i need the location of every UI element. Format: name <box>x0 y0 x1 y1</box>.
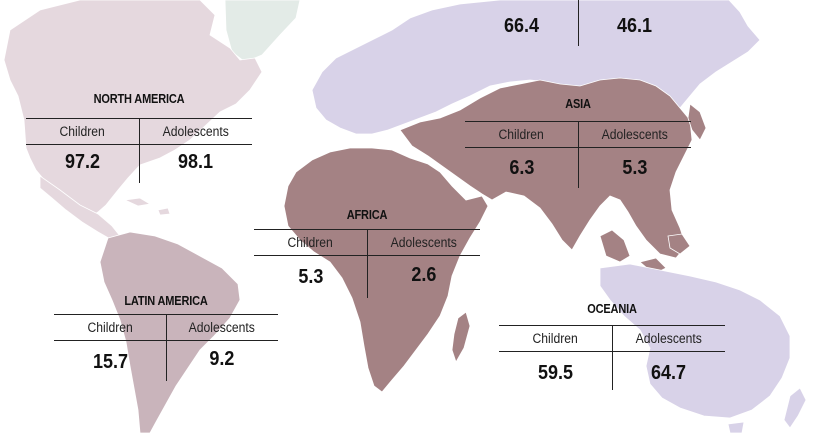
north-america-table: Children Adolescents 97.2 98.1 <box>26 118 252 185</box>
europe-table: 66.4 46.1 <box>465 0 691 48</box>
region-north-america: NORTH AMERICA Children Adolescents 97.2 … <box>26 90 252 185</box>
north-america-children-header: Children <box>59 124 106 139</box>
asia-adolescents-value: 5.3 <box>621 157 648 179</box>
oceania-children-header: Children <box>532 331 579 346</box>
europe-value-row: 66.4 46.1 <box>465 0 691 46</box>
latin-america-adolescents-header: Adolescents <box>188 320 256 335</box>
region-oceania: OCEANIA Children Adolescents 59.5 64.7 <box>499 300 725 392</box>
oceania-value-row: 59.5 64.7 <box>499 352 725 392</box>
oceania-adolescents-value: 64.7 <box>650 362 687 384</box>
africa-title: AFRICA <box>346 208 388 222</box>
new-zealand-shape <box>783 387 807 429</box>
greenland-shape <box>224 0 301 63</box>
africa-children-value: 5.3 <box>297 266 324 288</box>
latin-america-title: LATIN AMERICA <box>124 294 208 308</box>
north-america-divider <box>139 119 140 183</box>
latin-america-shape <box>99 231 241 433</box>
oceania-shape <box>599 263 791 419</box>
asia-value-row: 6.3 5.3 <box>465 148 691 190</box>
latin-america-children-header: Children <box>87 320 133 335</box>
oceania-divider <box>612 326 613 390</box>
oceania-table: Children Adolescents 59.5 64.7 <box>499 325 725 392</box>
asia-divider <box>578 122 579 188</box>
europe-children-value: 66.4 <box>503 15 540 37</box>
north-america-title: NORTH AMERICA <box>93 92 185 106</box>
africa-adolescents-header: Adolescents <box>390 235 457 250</box>
region-asia: ASIA Children Adolescents 6.3 5.3 <box>465 95 691 190</box>
latin-america-value-row: 15.7 9.2 <box>54 341 278 381</box>
latin-america-children-value: 15.7 <box>92 351 128 373</box>
oceania-adolescents-header: Adolescents <box>635 331 702 346</box>
caribbean-islands-shape <box>123 197 171 216</box>
latin-america-divider <box>166 315 167 381</box>
region-latin-america: LATIN AMERICA Children Adolescents 15.7 … <box>54 292 278 381</box>
asia-adolescents-header: Adolescents <box>601 127 668 142</box>
madagascar-shape <box>451 311 471 363</box>
africa-adolescents-value: 2.6 <box>410 264 437 286</box>
north-america-shape <box>3 0 263 221</box>
africa-shape <box>283 147 489 393</box>
asia-title: ASIA <box>565 97 591 111</box>
north-america-adolescents-header: Adolescents <box>162 124 229 139</box>
asia-children-header: Children <box>498 127 545 142</box>
region-africa: AFRICA Children Adolescents 5.3 2.6 <box>254 206 480 300</box>
north-america-value-row: 97.2 98.1 <box>26 145 252 185</box>
north-america-children-value: 97.2 <box>64 151 101 173</box>
asia-children-value: 6.3 <box>508 157 535 179</box>
tasmania-shape <box>727 421 745 433</box>
oceania-title: OCEANIA <box>587 302 637 316</box>
asia-table: Children Adolescents 6.3 5.3 <box>465 121 691 190</box>
africa-children-header: Children <box>287 235 334 250</box>
europe-adolescents-value: 46.1 <box>616 15 653 37</box>
africa-value-row: 5.3 2.6 <box>254 256 480 300</box>
latin-america-table: Children Adolescents 15.7 9.2 <box>54 314 278 381</box>
north-america-adolescents-value: 98.1 <box>177 151 214 173</box>
europe-divider <box>578 0 579 46</box>
africa-table: Children Adolescents 5.3 2.6 <box>254 229 480 300</box>
region-europe: 66.4 46.1 <box>465 0 691 48</box>
oceania-children-value: 59.5 <box>537 362 574 384</box>
latin-america-adolescents-value: 9.2 <box>209 348 235 370</box>
japan-shape <box>687 103 707 141</box>
africa-divider <box>367 230 368 298</box>
